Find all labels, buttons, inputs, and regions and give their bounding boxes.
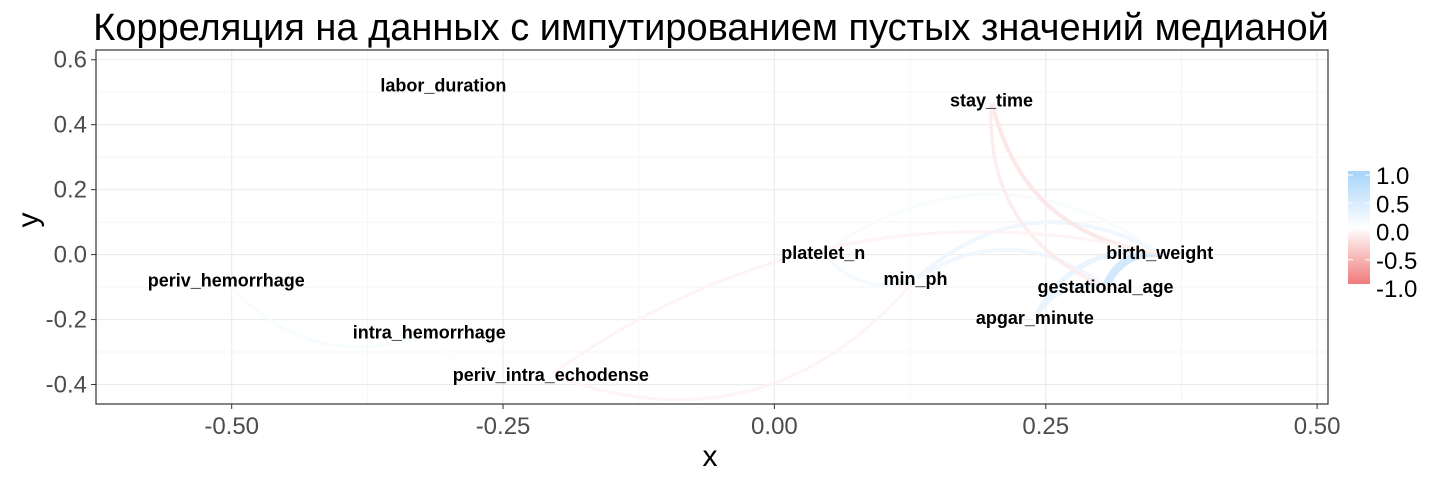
edge-gestational_age-min_ph xyxy=(913,247,1108,290)
node-label-gestational_age: gestational_age xyxy=(1037,277,1173,297)
edge-intra_hemorrhage-periv_intra_echodense xyxy=(427,331,553,382)
nodes-layer: labor_duration stay_time birth_weight plate… xyxy=(148,76,1214,385)
panel-border xyxy=(95,49,1329,405)
legend-tick-label: -0.5 xyxy=(1376,248,1417,275)
y-axis-title: y xyxy=(12,213,45,228)
node-point-platelet_n xyxy=(820,249,827,256)
edge-birth_weight-platelet_n xyxy=(821,192,1162,255)
edge-periv_intra_echodense-min_ph xyxy=(549,277,918,402)
x-tick-label: 0.25 xyxy=(1022,413,1069,440)
x-axis-ticks: -0.50 -0.25 0.00 0.25 0.50 xyxy=(204,404,1341,440)
y-tick-label: -0.2 xyxy=(46,307,87,334)
node-point-apgar_minute xyxy=(1031,314,1038,321)
edge-periv_hemorrhage-intra_hemorrhage xyxy=(224,279,431,349)
legend-tick-label: -1.0 xyxy=(1376,276,1417,303)
edge-stay_time-birth_weight xyxy=(989,98,1162,255)
node-label-birth_weight: birth_weight xyxy=(1106,243,1213,263)
edge-gestational_age-apgar_minute xyxy=(1032,283,1108,321)
edge-birth_weight-min_ph xyxy=(913,220,1162,281)
edges-layer xyxy=(224,98,1164,402)
node-point-periv_intra_echodense xyxy=(547,371,554,378)
y-axis-ticks: -0.4 -0.2 0.0 0.2 0.4 0.6 xyxy=(46,47,96,399)
node-point-labor_duration xyxy=(440,82,447,89)
x-tick-label: 0.50 xyxy=(1294,413,1341,440)
node-label-periv_intra_echodense: periv_intra_echodense xyxy=(453,365,649,385)
x-axis-title: x xyxy=(703,440,718,473)
node-label-platelet_n: platelet_n xyxy=(781,243,865,263)
y-tick-label: 0.2 xyxy=(54,177,87,204)
legend-colorbar xyxy=(1348,171,1370,284)
node-point-gestational_age xyxy=(1102,284,1109,291)
color-legend: 1.00.50.0-0.5-1.0 xyxy=(1348,163,1417,303)
legend-tick-label: 0.0 xyxy=(1376,220,1409,247)
legend-tick-label: 0.5 xyxy=(1376,191,1409,218)
x-tick-label: -0.50 xyxy=(204,413,259,440)
y-tick-label: 0.0 xyxy=(54,242,87,269)
node-label-labor_duration: labor_duration xyxy=(380,76,506,96)
node-point-periv_hemorrhage xyxy=(223,277,230,284)
node-label-periv_hemorrhage: periv_hemorrhage xyxy=(148,271,305,291)
x-tick-label: -0.25 xyxy=(476,413,531,440)
node-label-apgar_minute: apgar_minute xyxy=(976,308,1094,328)
node-point-birth_weight xyxy=(1156,249,1163,256)
edge-platelet_n-min_ph xyxy=(821,251,918,287)
node-label-intra_hemorrhage: intra_hemorrhage xyxy=(353,323,506,343)
node-point-stay_time xyxy=(988,97,995,104)
node-point-min_ph xyxy=(912,275,919,282)
y-tick-label: 0.4 xyxy=(54,112,87,139)
legend-tick-label: 1.0 xyxy=(1376,163,1409,190)
x-tick-label: 0.00 xyxy=(751,413,798,440)
edge-birth_weight-periv_intra_echodense xyxy=(549,230,1162,377)
chart-title: Корреляция на данных с импутированием пу… xyxy=(93,7,1329,49)
edge-stay_time-gestational_age xyxy=(989,98,1108,289)
node-point-intra_hemorrhage xyxy=(426,329,433,336)
grid-lines xyxy=(96,50,1328,404)
node-label-stay_time: stay_time xyxy=(950,90,1033,110)
node-label-min_ph: min_ph xyxy=(884,269,948,289)
y-tick-label: -0.4 xyxy=(46,372,87,399)
y-tick-label: 0.6 xyxy=(54,47,87,74)
